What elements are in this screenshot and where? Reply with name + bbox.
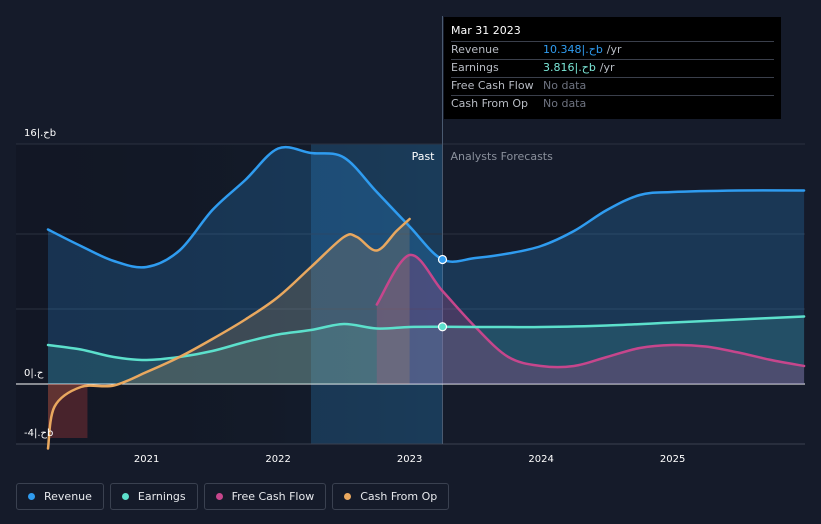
tooltip-value-cfo: No data [543,97,587,110]
area-earnings [48,316,805,384]
line-fcf [375,253,806,369]
tooltip: Mar 31 2023 Revenue 10.348|.حb /yr Earni… [444,17,781,119]
legend-item-revenue[interactable]: Revenue [16,483,104,510]
tooltip-value-earnings: 3.816|.حb [543,61,596,74]
tooltip-value-fcf: No data [543,79,587,92]
line-revenue [46,145,806,269]
tooltip-row-fcf: Free Cash Flow No data [451,77,774,95]
legend-item-earnings[interactable]: Earnings [109,483,198,510]
tooltip-row-earnings: Earnings 3.816|.حb /yr [451,59,774,77]
tooltip-unit-earnings: /yr [599,61,615,74]
x-tick-label: 2022 [265,454,290,465]
tooltip-value-revenue: 10.348|.حb [543,43,603,56]
line-earnings [46,315,806,362]
x-tick-label: 2025 [660,454,685,465]
tooltip-label-earnings: Earnings [451,61,499,74]
tooltip-label-cfo: Cash From Op [451,97,529,110]
area-cfo [48,219,410,449]
area-fcf [376,254,805,384]
tooltip-label-fcf: Free Cash Flow [451,79,534,92]
highlight-region [311,144,443,444]
legend-dot-earnings [121,493,129,500]
legend-label-fcf: Free Cash Flow [231,490,315,503]
y-tick-label: -4|.حb [24,428,53,439]
tooltip-label-revenue: Revenue [451,43,499,56]
legend-item-fcf[interactable]: Free Cash Flow [203,483,327,510]
tooltip-row-cfo: Cash From Op No data [451,95,774,113]
x-tick-label: 2021 [134,454,159,465]
past-label: Past [412,150,436,163]
legend: Revenue Earnings Free Cash Flow Cash Fro… [16,483,455,510]
x-tick-label: 2024 [528,454,553,465]
y-tick-label: 16|.حb [24,128,56,139]
y-tick-label: 0|.ح [24,368,44,379]
legend-label-earnings: Earnings [137,490,186,503]
point-earnings [437,322,448,332]
forecast-label: Analysts Forecasts [451,150,554,163]
point-revenue [437,254,448,265]
tooltip-row-revenue: Revenue 10.348|.حb /yr [451,41,774,59]
legend-label-revenue: Revenue [44,490,92,503]
tooltip-unit-revenue: /yr [606,43,622,56]
legend-dot-fcf [215,493,223,500]
legend-item-cfo[interactable]: Cash From Op [332,483,450,510]
tooltip-date: Mar 31 2023 [451,24,521,37]
legend-dot-revenue [28,493,35,500]
legend-label-cfo: Cash From Op [360,490,438,503]
legend-dot-cfo [344,493,352,500]
x-tick-label: 2023 [397,454,422,465]
line-cfo [46,217,411,450]
